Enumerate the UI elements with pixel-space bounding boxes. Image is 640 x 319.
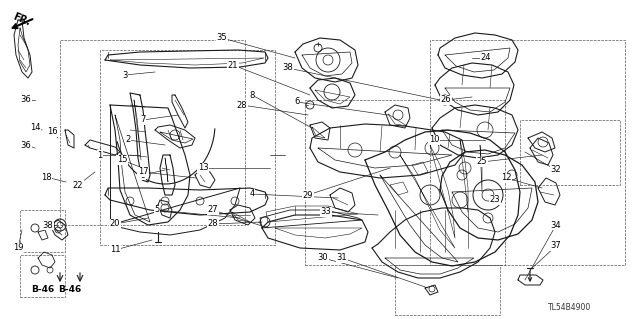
Text: 10: 10 bbox=[429, 136, 439, 145]
Text: 16: 16 bbox=[47, 128, 58, 137]
Text: 23: 23 bbox=[490, 196, 500, 204]
Text: 2: 2 bbox=[125, 136, 131, 145]
Text: 19: 19 bbox=[13, 243, 23, 253]
Text: 6: 6 bbox=[294, 98, 300, 107]
Text: 8: 8 bbox=[250, 91, 255, 100]
Bar bbox=[305, 100, 505, 265]
Text: B-46: B-46 bbox=[31, 286, 54, 294]
Text: 9: 9 bbox=[140, 170, 146, 180]
Text: 3: 3 bbox=[122, 70, 128, 79]
Text: FR.: FR. bbox=[12, 12, 32, 28]
Text: 5: 5 bbox=[154, 205, 159, 214]
Text: 20: 20 bbox=[109, 219, 120, 228]
Text: 33: 33 bbox=[321, 207, 332, 217]
Text: 15: 15 bbox=[116, 155, 127, 165]
Text: 37: 37 bbox=[550, 241, 561, 250]
Bar bbox=[520, 120, 620, 185]
Text: 17: 17 bbox=[138, 167, 148, 176]
Text: 7: 7 bbox=[140, 115, 146, 124]
Text: 27: 27 bbox=[208, 205, 218, 214]
Text: 11: 11 bbox=[109, 246, 120, 255]
Text: 38: 38 bbox=[283, 63, 293, 72]
Text: 28: 28 bbox=[237, 100, 247, 109]
Text: 30: 30 bbox=[317, 254, 328, 263]
Text: 36: 36 bbox=[20, 95, 31, 105]
Bar bbox=[60, 40, 245, 225]
Bar bbox=[395, 265, 500, 315]
Text: TL54B4900: TL54B4900 bbox=[548, 302, 591, 311]
Text: 35: 35 bbox=[217, 33, 227, 42]
Text: 38: 38 bbox=[43, 220, 53, 229]
Text: 26: 26 bbox=[441, 95, 451, 105]
Text: 29: 29 bbox=[303, 190, 313, 199]
Text: 34: 34 bbox=[550, 220, 561, 229]
Text: 18: 18 bbox=[41, 173, 51, 182]
Text: 22: 22 bbox=[73, 181, 83, 189]
Text: B-46: B-46 bbox=[58, 286, 82, 294]
Text: 32: 32 bbox=[550, 166, 561, 174]
Text: 4: 4 bbox=[250, 189, 255, 198]
Text: 31: 31 bbox=[337, 254, 348, 263]
Text: 36: 36 bbox=[20, 140, 31, 150]
Text: 28: 28 bbox=[208, 219, 218, 228]
Text: 21: 21 bbox=[228, 61, 238, 70]
Text: 24: 24 bbox=[481, 54, 492, 63]
Text: 14: 14 bbox=[29, 123, 40, 132]
Text: 25: 25 bbox=[477, 158, 487, 167]
Text: 1: 1 bbox=[97, 151, 102, 160]
Bar bbox=[100, 50, 275, 245]
Text: 13: 13 bbox=[198, 164, 208, 173]
Text: 12: 12 bbox=[500, 174, 511, 182]
Circle shape bbox=[442, 98, 447, 102]
Bar bbox=[20, 210, 65, 252]
Bar bbox=[20, 255, 65, 297]
Bar bbox=[430, 40, 625, 265]
